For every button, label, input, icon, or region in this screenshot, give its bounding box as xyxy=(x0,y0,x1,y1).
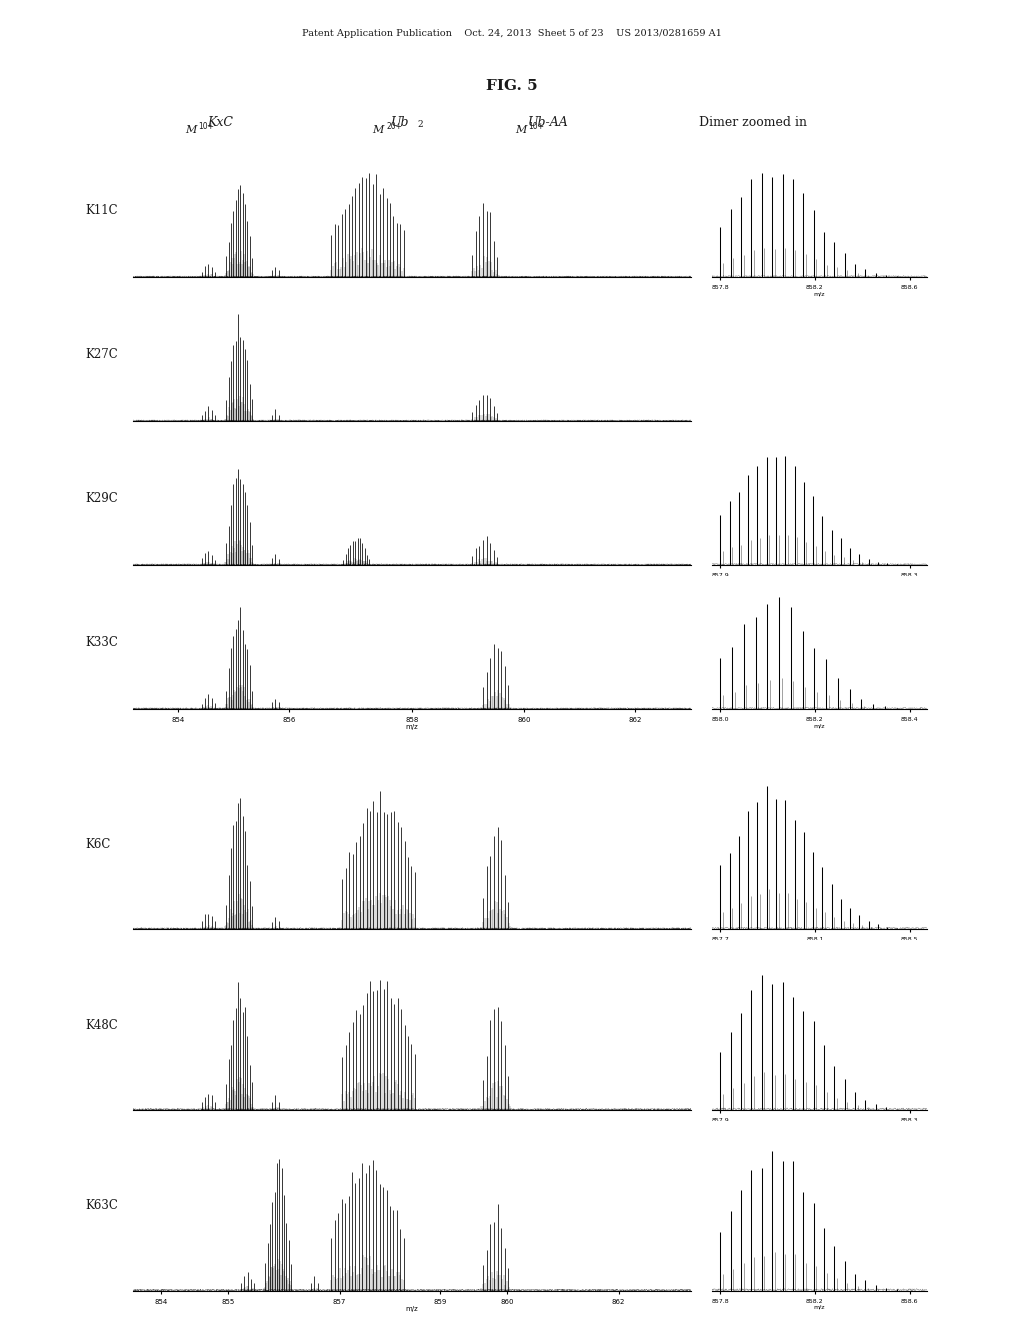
X-axis label: m/z: m/z xyxy=(406,725,419,730)
Text: K48C: K48C xyxy=(85,1019,118,1032)
Text: 2: 2 xyxy=(418,120,423,129)
Text: Patent Application Publication    Oct. 24, 2013  Sheet 5 of 23    US 2013/028165: Patent Application Publication Oct. 24, … xyxy=(302,29,722,38)
X-axis label: m/z: m/z xyxy=(813,723,825,729)
Text: M: M xyxy=(515,124,526,135)
X-axis label: m/z: m/z xyxy=(813,944,825,949)
Text: 20+: 20+ xyxy=(386,121,402,131)
X-axis label: m/z: m/z xyxy=(813,1125,825,1129)
Text: M: M xyxy=(373,124,384,135)
Text: FIG. 5: FIG. 5 xyxy=(486,79,538,94)
Text: K6C: K6C xyxy=(85,838,111,851)
X-axis label: m/z: m/z xyxy=(406,1305,419,1312)
Text: M: M xyxy=(185,124,197,135)
X-axis label: m/z: m/z xyxy=(813,579,825,585)
Text: K27C: K27C xyxy=(85,348,118,362)
X-axis label: m/z: m/z xyxy=(813,1305,825,1309)
X-axis label: m/z: m/z xyxy=(813,292,825,296)
Text: Ub: Ub xyxy=(391,116,410,129)
Text: K33C: K33C xyxy=(85,636,118,649)
Text: Ub-AA: Ub-AA xyxy=(527,116,568,129)
Text: 10+: 10+ xyxy=(528,121,545,131)
Text: K63C: K63C xyxy=(85,1200,118,1212)
Text: K29C: K29C xyxy=(85,492,118,506)
Text: 10+: 10+ xyxy=(199,121,215,131)
Text: Dimer zoomed in: Dimer zoomed in xyxy=(698,116,807,129)
Text: KxC: KxC xyxy=(207,116,233,129)
Text: K11C: K11C xyxy=(85,205,118,216)
